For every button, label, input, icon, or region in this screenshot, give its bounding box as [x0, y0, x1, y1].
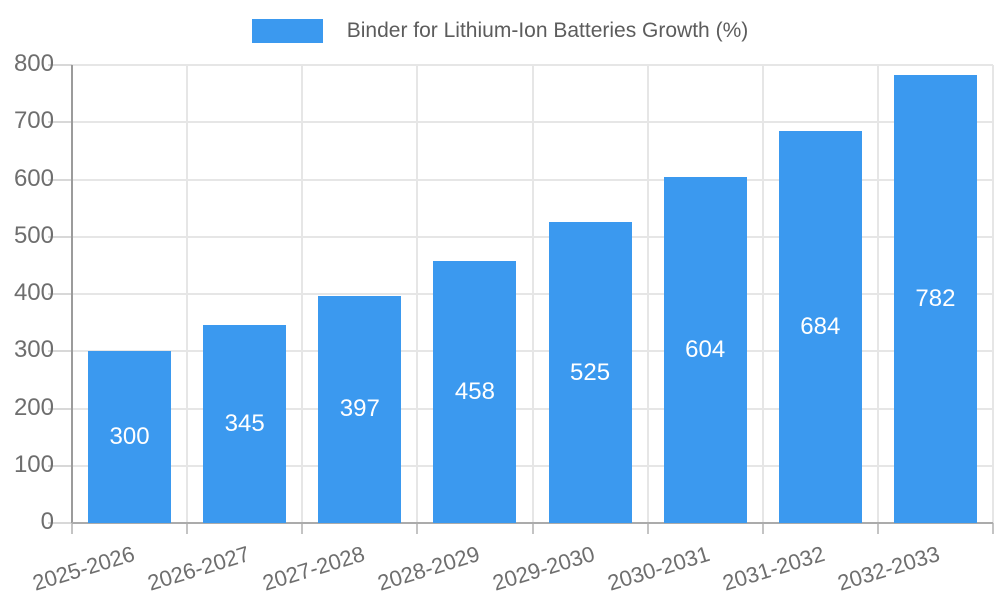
gridline-v — [647, 65, 649, 523]
bar[interactable] — [88, 351, 171, 523]
x-axis-tick — [71, 523, 73, 534]
bar-value-label: 684 — [800, 313, 841, 341]
legend-swatch — [251, 19, 323, 43]
y-tick-label: 800 — [13, 49, 54, 77]
bar[interactable] — [433, 261, 516, 523]
x-axis-line — [72, 522, 993, 524]
x-axis-tick — [416, 523, 418, 534]
x-tick-label: 2030-2031 — [604, 541, 713, 596]
gridline-v — [301, 65, 303, 523]
gridline-v — [877, 65, 879, 523]
x-tick-label: 2031-2032 — [719, 541, 828, 596]
bar-value-label: 458 — [454, 377, 495, 405]
y-axis-tick — [48, 465, 72, 467]
bar-value-label: 300 — [109, 423, 150, 451]
y-axis-tick — [48, 121, 72, 123]
x-tick-label: 2025-2026 — [29, 541, 138, 596]
y-tick-label: 400 — [13, 278, 54, 306]
bar[interactable] — [549, 222, 632, 523]
y-tick-label: 500 — [13, 221, 54, 249]
x-tick-label: 2028-2029 — [374, 541, 483, 596]
y-tick-label: 700 — [13, 106, 54, 134]
y-axis-line — [71, 65, 73, 523]
gridline-v — [186, 65, 188, 523]
x-axis-tick — [301, 523, 303, 534]
y-axis-tick — [48, 236, 72, 238]
x-axis-tick — [762, 523, 764, 534]
y-tick-label: 0 — [40, 507, 54, 535]
legend[interactable]: Binder for Lithium-Ion Batteries Growth … — [0, 19, 1000, 43]
x-tick-label: 2032-2033 — [834, 541, 943, 596]
legend-label: Binder for Lithium-Ion Batteries Growth … — [346, 19, 749, 42]
bar[interactable] — [203, 325, 286, 523]
bar[interactable] — [664, 177, 747, 523]
x-axis-tick — [877, 523, 879, 534]
y-tick-label: 100 — [13, 450, 54, 478]
y-axis-tick — [48, 179, 72, 181]
bar-value-label: 397 — [339, 395, 380, 423]
gridline-v — [416, 65, 418, 523]
gridline-v — [762, 65, 764, 523]
bar-value-label: 604 — [685, 336, 726, 364]
x-tick-label: 2026-2027 — [144, 541, 253, 596]
y-tick-label: 600 — [13, 164, 54, 192]
x-tick-label: 2029-2030 — [489, 541, 598, 596]
y-axis-tick — [48, 408, 72, 410]
x-tick-label: 2027-2028 — [259, 541, 368, 596]
y-axis-tick — [48, 522, 72, 524]
bar[interactable] — [779, 131, 862, 523]
y-axis-tick — [48, 64, 72, 66]
bar[interactable] — [894, 75, 977, 523]
bar-value-label: 782 — [915, 285, 956, 313]
gridline-v — [532, 65, 534, 523]
x-axis-tick — [532, 523, 534, 534]
y-tick-label: 300 — [13, 335, 54, 363]
bar-value-label: 345 — [224, 410, 265, 438]
x-axis-tick — [186, 523, 188, 534]
x-axis-tick — [992, 523, 994, 534]
y-tick-label: 200 — [13, 393, 54, 421]
bar-value-label: 525 — [570, 358, 611, 386]
x-axis-tick — [647, 523, 649, 534]
bar[interactable] — [318, 296, 401, 523]
gridline-v — [992, 65, 994, 523]
y-axis-tick — [48, 350, 72, 352]
y-axis-tick — [48, 293, 72, 295]
